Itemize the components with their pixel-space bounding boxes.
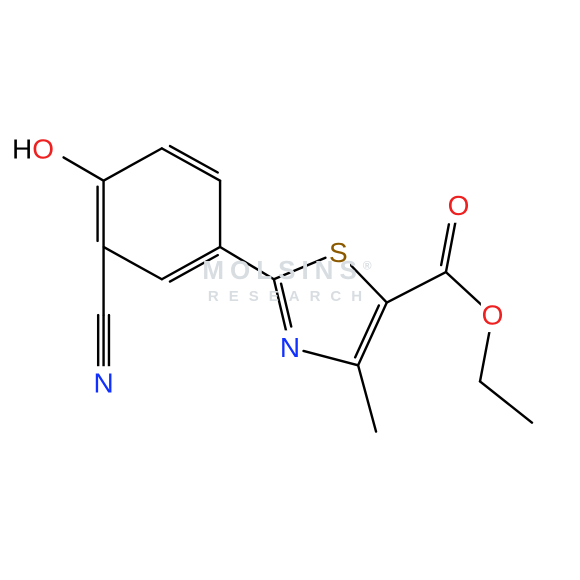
- canvas: MOLSINS® RESEARCH HONSNOO: [0, 0, 580, 580]
- atom-label: N: [93, 368, 113, 399]
- atom-label: S: [329, 237, 348, 268]
- atom-label: O: [448, 190, 470, 221]
- atom-label: HO: [12, 133, 54, 164]
- atom-label: N: [280, 332, 300, 363]
- molecule-svg: HO N S N O O: [0, 0, 580, 580]
- atom-label: O: [482, 300, 504, 331]
